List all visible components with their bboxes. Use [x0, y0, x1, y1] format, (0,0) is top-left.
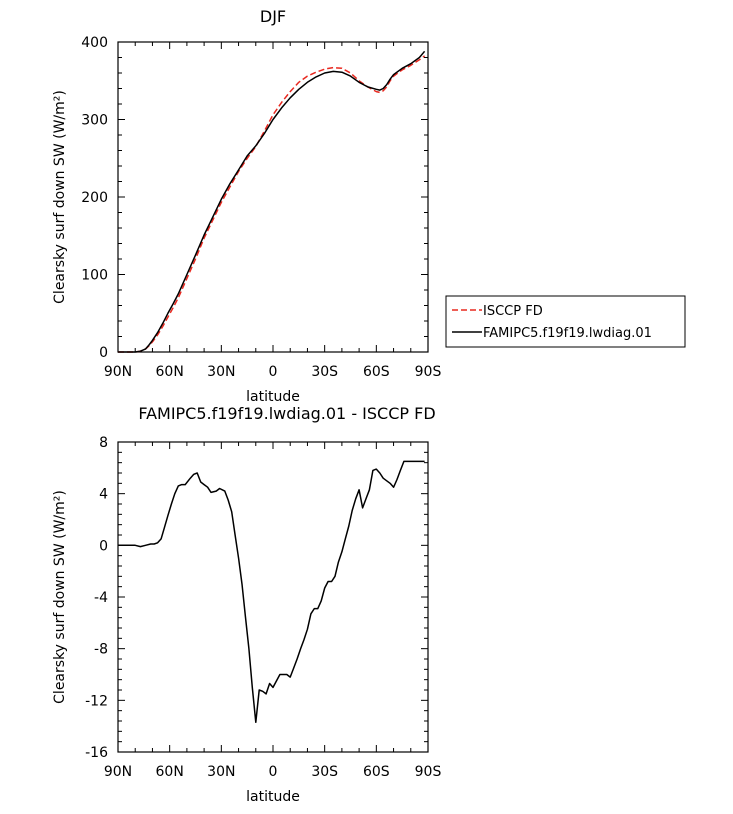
chart-2-ytick-label: 4 — [99, 487, 108, 503]
chart-2-plot-frame — [117, 441, 429, 753]
chart-2-ytick-label: -4 — [94, 590, 108, 606]
chart-2-ytick-label: 8 — [99, 435, 108, 451]
legend-label-famipc5: FAMIPC5.f19f19.lwdiag.01 — [483, 326, 652, 341]
chart-2-title: FAMIPC5.f19f19.lwdiag.01 - ISCCP FD — [138, 404, 435, 423]
chart-1-ylabel: Clearsky surf down SW (W/m²) — [52, 90, 68, 304]
chart-1-ytick-label: 300 — [81, 113, 108, 129]
chart-1-xtick-label: 90S — [415, 364, 442, 380]
chart-1-legend: ISCCP FD FAMIPC5.f19f19.lwdiag.01 — [445, 295, 686, 348]
chart-1-xtick-label: 30N — [207, 364, 235, 380]
chart-2-ytick-label: -8 — [94, 642, 108, 658]
chart-1-ytick-label: 200 — [81, 190, 108, 206]
chart-1-xtick-label: 60N — [156, 364, 184, 380]
legend-label-isccp: ISCCP FD — [483, 304, 543, 319]
chart-1-xtick-label: 0 — [269, 364, 278, 380]
chart-1-series-famipc5-f19f19-lwdiag-01 — [118, 50, 426, 353]
chart-2-xtick-label: 0 — [269, 764, 278, 780]
chart-1-ytick-label: 100 — [81, 268, 108, 284]
chart-2-ytick-label: -16 — [85, 745, 108, 761]
chart-1-xlabel: latitude — [246, 389, 300, 405]
chart-2-xtick-label: 90N — [104, 764, 132, 780]
chart-1-xtick-label: 90N — [104, 364, 132, 380]
chart-2-ylabel: Clearsky surf down SW (W/m²) — [52, 490, 68, 704]
chart-1-ytick-label: 400 — [81, 35, 108, 51]
chart-1-series-isccp-fd — [118, 55, 426, 353]
chart-2-ytick-label: 0 — [99, 538, 108, 554]
chart-1-xtick-label: 60S — [363, 364, 390, 380]
chart-1-xtick-label: 30S — [311, 364, 338, 380]
chart-2-ytick-label: -12 — [85, 693, 108, 709]
legend-box — [445, 295, 686, 348]
chart-1-ytick-label: 0 — [99, 345, 108, 361]
chart-2-xtick-label: 30N — [207, 764, 235, 780]
chart-2-xtick-label: 60N — [156, 764, 184, 780]
chart-2-xtick-label: 90S — [415, 764, 442, 780]
chart-2-xtick-label: 60S — [363, 764, 390, 780]
chart-2-xtick-label: 30S — [311, 764, 338, 780]
chart-1-title: DJF — [260, 7, 286, 26]
chart-2-series-difference — [118, 460, 425, 724]
chart-2-xlabel: latitude — [246, 789, 300, 805]
